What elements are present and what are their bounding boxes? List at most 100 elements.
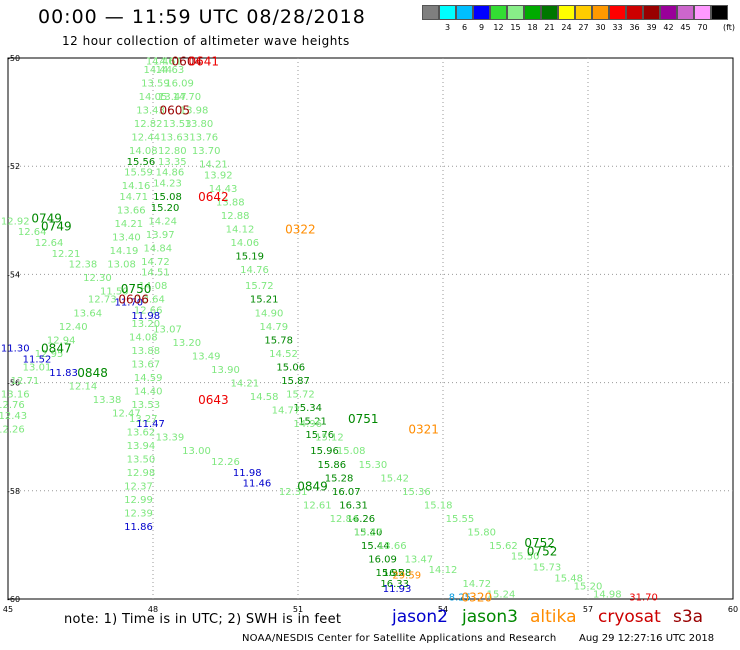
color-scale-label: 45 [680,23,691,32]
wave-height-point: 15.95 [376,568,405,579]
wave-height-point: 15.34 [293,403,322,414]
color-scale-label: 15 [510,23,521,32]
color-scale-label: 42 [663,23,674,32]
wave-height-point: 13.43 [136,105,165,116]
wave-height-point: 11.98 [233,468,262,479]
wave-height-point: 11.47 [136,419,165,430]
wave-height-point: 13.92 [204,170,233,181]
wave-height-point: 14.12 [226,224,255,235]
wave-height-point: 15.87 [281,376,310,387]
pass-time-label: 0321 [408,423,439,437]
color-scale-label: 18 [527,23,538,32]
wave-height-point: 15.86 [318,460,347,471]
color-scale-label: 12 [493,23,504,32]
color-scale-cell: 36 [626,5,643,32]
wave-height-point: 13.64 [136,295,165,306]
wave-height-point: 11.86 [124,522,153,533]
wave-height-point: 12.61 [303,500,332,511]
wave-height-point: 14.70 [173,92,202,103]
color-scale-cell: 33 [609,5,626,32]
chart-subtitle: 12 hour collection of altimeter wave hei… [62,34,350,48]
color-scale-cell: 42 [660,5,677,32]
wave-height-point: 13.47 [405,554,434,565]
footer-note: note: 1) Time is in UTC; 2) SWH is in fe… [64,612,342,627]
color-scale-unit: (ft) [723,23,736,32]
legend-jason3: jason3 [462,607,518,627]
x-tick-label: 57 [583,605,593,614]
wave-height-point: 14.08 [129,146,158,157]
wave-height-point: 14.76 [240,265,269,276]
wave-height-point: 12.99 [124,495,153,506]
wave-height-point: 12.26 [211,457,240,468]
wave-height-point: 14.79 [260,322,289,333]
wave-height-point: 15.40 [354,527,383,538]
legend-cryosat: cryosat [598,607,661,627]
pass-time-label: 0752 [524,536,555,550]
wave-height-point: 16.28 [383,568,412,579]
wave-height-point: 13.66 [117,205,146,216]
wave-height-point: 13.67 [131,360,160,371]
wave-height-point: 15.20 [151,203,180,214]
color-scale-label: 6 [461,23,468,32]
color-scale-cell: 30 [592,5,609,32]
wave-height-point: 14.19 [110,246,139,257]
x-tick-label: 45 [3,605,13,614]
color-scale-swatch [643,5,660,20]
wave-height-point: 15.21 [298,416,327,427]
y-tick-label: -58 [7,487,20,496]
wave-height-point: 29.59 [392,571,421,582]
wave-height-point: 15.21 [250,295,279,306]
wave-height-point: 15.28 [325,473,354,484]
wave-height-point: 13.64 [73,308,102,319]
wave-height-point: 12.88 [221,211,250,222]
wave-height-point: 15.55 [446,514,475,525]
wave-height-point: 14.46 [146,57,175,68]
color-scale-swatch [456,5,473,20]
wave-height-point: 15.24 [487,590,516,601]
wave-height-point: 15.59 [124,168,153,179]
color-scale-label: 33 [612,23,623,32]
color-scale-swatch [524,5,541,20]
wave-height-point: 13.76 [189,132,218,143]
wave-height-point: 11.30 [1,343,30,354]
pass-time-label: 0641 [188,55,219,69]
color-scale-swatch [422,5,439,20]
wave-height-point: 12.26 [0,425,25,436]
wave-height-point: 16.31 [339,500,368,511]
legend-altika: altika [530,607,577,627]
color-scale-swatch [541,5,558,20]
x-tick-label: 54 [438,605,448,614]
color-scale-cell: 70 [694,5,711,32]
pass-time-label: 0605 [159,103,190,117]
wave-height-point: 14.43 [209,184,238,195]
pass-time-label: 0752 [527,544,558,558]
pass-time-label: 0749 [41,220,72,234]
wave-height-point: 15.50 [511,552,540,563]
y-tick-label: -60 [7,595,20,604]
wave-height-point: 12.30 [83,273,112,284]
wave-height-point: 12.66 [134,306,163,317]
wave-height-point: 12.43 [0,411,27,422]
wave-height-point: 16.07 [332,487,361,498]
legend-s3a: s3a [673,607,704,627]
x-tick-label: 60 [728,605,738,614]
wave-height-point: 12.38 [69,260,98,271]
wave-height-point: 13.90 [211,365,240,376]
pass-time-label: 0643 [198,393,229,407]
y-tick-label: -56 [7,379,20,388]
wave-height-point: 13.16 [1,389,30,400]
wave-height-point: 12.31 [279,487,308,498]
wave-height-point: 15.72 [245,281,274,292]
wave-height-point: 13.66 [378,541,407,552]
wave-height-point: 12.92 [1,216,30,227]
color-scale-label: 21 [544,23,555,32]
wave-height-point: 15.08 [153,192,182,203]
wave-height-point: 15.73 [533,563,562,574]
wave-height-point: 14.44 [144,65,173,76]
wave-height-point: 14.21 [199,159,228,170]
wave-height-point: 14.71 [119,192,148,203]
wave-height-point: 15.78 [264,335,293,346]
credit-line: NOAA/NESDIS Center for Satellite Applica… [242,633,557,644]
y-tick-label: -50 [7,54,20,63]
wave-height-point: 14.98 [593,590,622,601]
